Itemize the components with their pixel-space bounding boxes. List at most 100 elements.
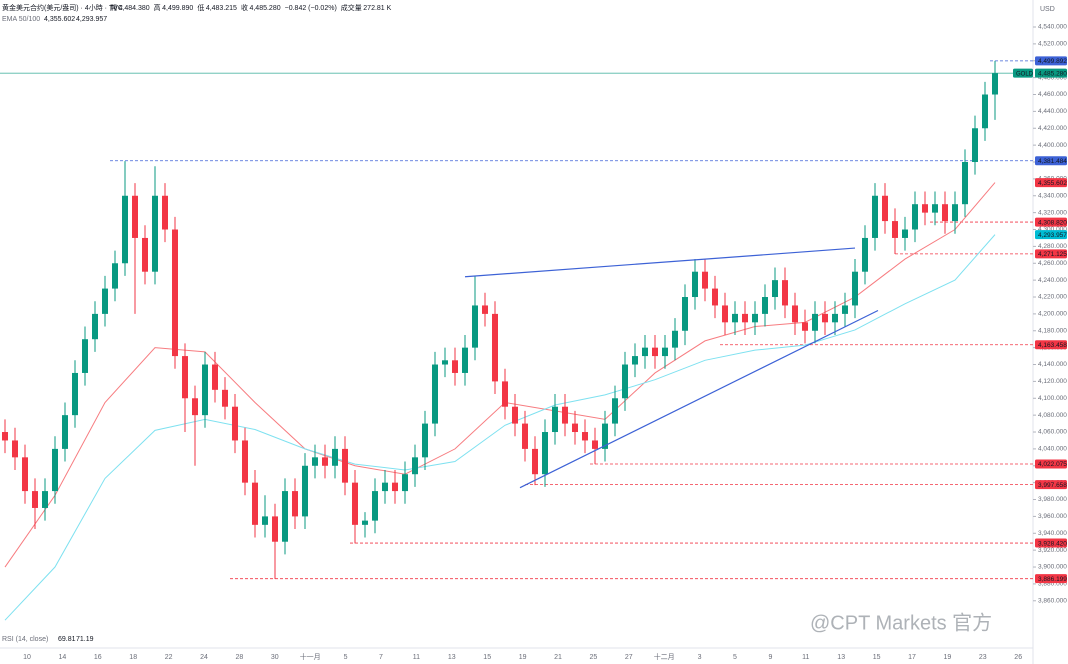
candle-body [922,204,928,213]
candle-body [962,162,968,205]
x-tick-label: 11 [802,654,809,661]
candle-body [512,406,518,424]
x-tick-label: 15 [483,654,491,661]
candle-body [782,280,788,306]
header-stat: −0.842 (−0.02%) [285,5,337,12]
x-tick-label: 16 [94,654,102,661]
header-stat: 低 [197,3,204,12]
x-tick-label: 5 [733,654,737,661]
candle-body [402,474,408,492]
candle-body [452,360,458,373]
candle-body [292,491,298,517]
x-tick-label: 18 [129,654,137,661]
y-tick-label: 3,860.000 [1038,597,1067,604]
candle-body [182,356,188,399]
candle-body [612,398,618,424]
candle-body [882,195,888,222]
y-tick-label: 4,260.000 [1038,260,1067,267]
trend-line [519,309,879,489]
candle-body [162,195,168,230]
candle-body [102,288,108,314]
price-badge [1035,249,1067,259]
indicator-value: 4,293.957 [76,16,107,23]
candle-body [62,415,68,449]
y-tick-label: 3,920.000 [1038,547,1067,554]
candle-body [742,313,748,323]
candle-body [802,322,808,331]
x-tick-label: 17 [908,654,916,661]
price-badge [1035,230,1067,240]
candle-body [792,305,798,323]
rsi-label: RSI (14, close) [2,636,48,643]
candle-body [622,364,628,399]
y-tick-label: 4,040.000 [1038,446,1067,453]
header-stat: 4,485.280 [249,5,280,12]
candle-body [712,288,718,306]
x-tick-label: 13 [448,654,456,661]
candle-body [592,440,598,449]
rsi-value: 71.19 [76,636,94,643]
x-tick-label: 27 [625,654,633,661]
price-badge [1035,217,1067,227]
candle-body [772,280,778,298]
x-tick-label: 19 [519,654,527,661]
candle-body [532,448,538,475]
y-tick-label: 4,220.000 [1038,294,1067,301]
candle-body [892,221,898,238]
candle-body [32,491,38,508]
candle-body [12,440,18,458]
x-tick-label: 十一月 [300,652,321,661]
candle-body [412,457,418,475]
plot-area [0,60,1033,621]
y-tick-label: 4,440.000 [1038,108,1067,115]
candle-body [842,305,848,314]
y-tick-label: 4,300.000 [1038,226,1067,233]
candle-body [282,491,288,542]
candle-body [862,237,868,272]
candle-body [822,313,828,323]
candle-body [422,423,428,458]
price-badge-label: 4,293.957 [1038,232,1067,239]
candle-body [812,313,818,331]
candle-body [252,482,258,525]
candle-body [332,448,338,466]
x-tick-label: 24 [200,654,208,661]
price-badge [1035,156,1067,166]
x-tick-label: 25 [590,654,598,661]
candle-body [582,432,588,441]
candle-body [722,305,728,323]
candle-body [972,128,978,163]
indicator-label: EMA 50/100 [2,16,40,23]
x-tick-label: 19 [944,654,952,661]
rsi-value: 69.81 [58,636,76,643]
y-tick-label: 4,080.000 [1038,412,1067,419]
price-badge-label: 3,886.199 [1038,576,1067,583]
candle-body [122,195,128,264]
candle-body [492,313,498,382]
candle-body [852,271,858,306]
candle-body [572,423,578,433]
x-tick-label: 11 [413,654,420,661]
candle-body [432,364,438,424]
price-badge [1035,538,1067,548]
x-tick-label: 26 [1014,654,1022,661]
candle-body [902,229,908,238]
candle-body [2,432,8,441]
header-stat: 高 [154,3,161,12]
candle-body [322,457,328,466]
candle-body [42,491,48,508]
candle-body [312,457,318,466]
watermark: @CPT Markets 官方 [810,611,992,634]
price-badge [1035,178,1067,188]
y-tick-label: 3,900.000 [1038,564,1067,571]
price-badge-label: 3,997.658 [1038,482,1067,489]
candle-body [542,432,548,475]
candle-body [482,305,488,314]
y-tick-label: 3,980.000 [1038,496,1067,503]
candle-body [752,313,758,323]
candle-body [242,440,248,483]
candle-body [522,423,528,449]
candle-body [472,305,478,348]
x-tick-label: 7 [379,654,383,661]
